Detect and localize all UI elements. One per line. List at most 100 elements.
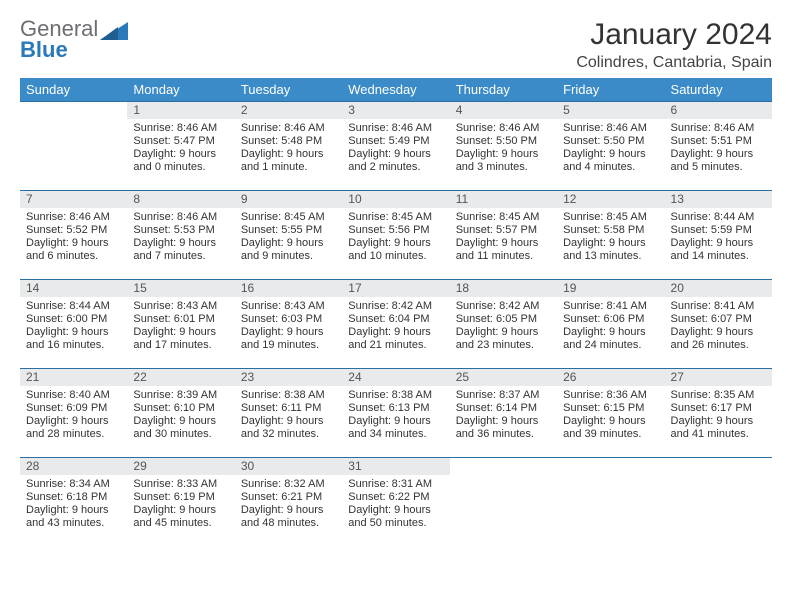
- day-number: 5: [557, 102, 664, 119]
- calendar-cell: 20Sunrise: 8:41 AM Sunset: 6:07 PM Dayli…: [665, 280, 772, 369]
- day-number: 27: [665, 369, 772, 386]
- day-body: Sunrise: 8:43 AM Sunset: 6:01 PM Dayligh…: [127, 297, 234, 356]
- day-number: 15: [127, 280, 234, 297]
- day-body: Sunrise: 8:42 AM Sunset: 6:05 PM Dayligh…: [450, 297, 557, 356]
- calendar-cell: 22Sunrise: 8:39 AM Sunset: 6:10 PM Dayli…: [127, 369, 234, 458]
- day-number: 6: [665, 102, 772, 119]
- day-body: Sunrise: 8:46 AM Sunset: 5:51 PM Dayligh…: [665, 119, 772, 178]
- day-header: Monday: [127, 78, 234, 102]
- day-body: Sunrise: 8:32 AM Sunset: 6:21 PM Dayligh…: [235, 475, 342, 534]
- day-body: Sunrise: 8:46 AM Sunset: 5:48 PM Dayligh…: [235, 119, 342, 178]
- day-number: 16: [235, 280, 342, 297]
- day-body: Sunrise: 8:46 AM Sunset: 5:53 PM Dayligh…: [127, 208, 234, 267]
- calendar-cell: 9Sunrise: 8:45 AM Sunset: 5:55 PM Daylig…: [235, 191, 342, 280]
- calendar-cell: 31Sunrise: 8:31 AM Sunset: 6:22 PM Dayli…: [342, 458, 449, 547]
- day-number: 2: [235, 102, 342, 119]
- day-body: Sunrise: 8:41 AM Sunset: 6:06 PM Dayligh…: [557, 297, 664, 356]
- day-body: Sunrise: 8:46 AM Sunset: 5:50 PM Dayligh…: [557, 119, 664, 178]
- day-body: Sunrise: 8:45 AM Sunset: 5:57 PM Dayligh…: [450, 208, 557, 267]
- day-number: 18: [450, 280, 557, 297]
- day-number: 23: [235, 369, 342, 386]
- day-body: Sunrise: 8:38 AM Sunset: 6:13 PM Dayligh…: [342, 386, 449, 445]
- day-number: 26: [557, 369, 664, 386]
- day-number: 3: [342, 102, 449, 119]
- calendar-body: 1Sunrise: 8:46 AM Sunset: 5:47 PM Daylig…: [20, 102, 772, 547]
- day-body: Sunrise: 8:35 AM Sunset: 6:17 PM Dayligh…: [665, 386, 772, 445]
- day-body: Sunrise: 8:37 AM Sunset: 6:14 PM Dayligh…: [450, 386, 557, 445]
- calendar-cell: 24Sunrise: 8:38 AM Sunset: 6:13 PM Dayli…: [342, 369, 449, 458]
- day-number: 22: [127, 369, 234, 386]
- calendar-cell: 18Sunrise: 8:42 AM Sunset: 6:05 PM Dayli…: [450, 280, 557, 369]
- logo-text-blue: Blue: [20, 39, 98, 61]
- day-body: Sunrise: 8:42 AM Sunset: 6:04 PM Dayligh…: [342, 297, 449, 356]
- calendar-cell: [450, 458, 557, 547]
- day-body: Sunrise: 8:33 AM Sunset: 6:19 PM Dayligh…: [127, 475, 234, 534]
- calendar-cell: 28Sunrise: 8:34 AM Sunset: 6:18 PM Dayli…: [20, 458, 127, 547]
- day-body: Sunrise: 8:43 AM Sunset: 6:03 PM Dayligh…: [235, 297, 342, 356]
- day-body: Sunrise: 8:45 AM Sunset: 5:58 PM Dayligh…: [557, 208, 664, 267]
- day-number: 21: [20, 369, 127, 386]
- day-body: Sunrise: 8:46 AM Sunset: 5:47 PM Dayligh…: [127, 119, 234, 178]
- day-header: Thursday: [450, 78, 557, 102]
- calendar-cell: 2Sunrise: 8:46 AM Sunset: 5:48 PM Daylig…: [235, 102, 342, 191]
- day-number: 8: [127, 191, 234, 208]
- logo: General Blue: [20, 18, 128, 61]
- day-header: Sunday: [20, 78, 127, 102]
- calendar-cell: 16Sunrise: 8:43 AM Sunset: 6:03 PM Dayli…: [235, 280, 342, 369]
- calendar-cell: 19Sunrise: 8:41 AM Sunset: 6:06 PM Dayli…: [557, 280, 664, 369]
- day-number: 7: [20, 191, 127, 208]
- calendar-cell: 29Sunrise: 8:33 AM Sunset: 6:19 PM Dayli…: [127, 458, 234, 547]
- day-header: Saturday: [665, 78, 772, 102]
- calendar-cell: 15Sunrise: 8:43 AM Sunset: 6:01 PM Dayli…: [127, 280, 234, 369]
- calendar-cell: 7Sunrise: 8:46 AM Sunset: 5:52 PM Daylig…: [20, 191, 127, 280]
- day-number: 20: [665, 280, 772, 297]
- day-body: Sunrise: 8:31 AM Sunset: 6:22 PM Dayligh…: [342, 475, 449, 534]
- day-body: Sunrise: 8:46 AM Sunset: 5:52 PM Dayligh…: [20, 208, 127, 267]
- day-body: [665, 475, 772, 482]
- page: General Blue January 2024 Colindres, Can…: [0, 0, 792, 612]
- day-header: Tuesday: [235, 78, 342, 102]
- calendar-week-row: 7Sunrise: 8:46 AM Sunset: 5:52 PM Daylig…: [20, 191, 772, 280]
- day-body: Sunrise: 8:39 AM Sunset: 6:10 PM Dayligh…: [127, 386, 234, 445]
- day-body: [450, 475, 557, 482]
- day-body: [557, 475, 664, 482]
- day-number: [20, 102, 127, 119]
- calendar-cell: 21Sunrise: 8:40 AM Sunset: 6:09 PM Dayli…: [20, 369, 127, 458]
- day-body: Sunrise: 8:34 AM Sunset: 6:18 PM Dayligh…: [20, 475, 127, 534]
- day-number: 12: [557, 191, 664, 208]
- calendar-week-row: 14Sunrise: 8:44 AM Sunset: 6:00 PM Dayli…: [20, 280, 772, 369]
- calendar-cell: [665, 458, 772, 547]
- calendar-cell: 14Sunrise: 8:44 AM Sunset: 6:00 PM Dayli…: [20, 280, 127, 369]
- day-number: 9: [235, 191, 342, 208]
- day-number: 10: [342, 191, 449, 208]
- day-number: 13: [665, 191, 772, 208]
- day-body: Sunrise: 8:44 AM Sunset: 5:59 PM Dayligh…: [665, 208, 772, 267]
- day-number: 11: [450, 191, 557, 208]
- day-header: Friday: [557, 78, 664, 102]
- day-body: Sunrise: 8:36 AM Sunset: 6:15 PM Dayligh…: [557, 386, 664, 445]
- day-body: Sunrise: 8:40 AM Sunset: 6:09 PM Dayligh…: [20, 386, 127, 445]
- calendar-cell: 3Sunrise: 8:46 AM Sunset: 5:49 PM Daylig…: [342, 102, 449, 191]
- calendar-week-row: 21Sunrise: 8:40 AM Sunset: 6:09 PM Dayli…: [20, 369, 772, 458]
- logo-triangle-icon: [100, 20, 128, 40]
- calendar-cell: 25Sunrise: 8:37 AM Sunset: 6:14 PM Dayli…: [450, 369, 557, 458]
- calendar-cell: 5Sunrise: 8:46 AM Sunset: 5:50 PM Daylig…: [557, 102, 664, 191]
- calendar-cell: 6Sunrise: 8:46 AM Sunset: 5:51 PM Daylig…: [665, 102, 772, 191]
- calendar-cell: 4Sunrise: 8:46 AM Sunset: 5:50 PM Daylig…: [450, 102, 557, 191]
- day-body: Sunrise: 8:45 AM Sunset: 5:56 PM Dayligh…: [342, 208, 449, 267]
- calendar-cell: 11Sunrise: 8:45 AM Sunset: 5:57 PM Dayli…: [450, 191, 557, 280]
- calendar-table: Sunday Monday Tuesday Wednesday Thursday…: [20, 78, 772, 546]
- calendar-cell: [557, 458, 664, 547]
- calendar-week-row: 1Sunrise: 8:46 AM Sunset: 5:47 PM Daylig…: [20, 102, 772, 191]
- calendar-cell: 1Sunrise: 8:46 AM Sunset: 5:47 PM Daylig…: [127, 102, 234, 191]
- day-body: Sunrise: 8:44 AM Sunset: 6:00 PM Dayligh…: [20, 297, 127, 356]
- day-number: 24: [342, 369, 449, 386]
- day-body: Sunrise: 8:46 AM Sunset: 5:50 PM Dayligh…: [450, 119, 557, 178]
- day-number: 28: [20, 458, 127, 475]
- header: General Blue January 2024 Colindres, Can…: [20, 18, 772, 72]
- day-number: 4: [450, 102, 557, 119]
- day-header-row: Sunday Monday Tuesday Wednesday Thursday…: [20, 78, 772, 102]
- location: Colindres, Cantabria, Spain: [576, 54, 772, 72]
- calendar-cell: 13Sunrise: 8:44 AM Sunset: 5:59 PM Dayli…: [665, 191, 772, 280]
- day-body: Sunrise: 8:46 AM Sunset: 5:49 PM Dayligh…: [342, 119, 449, 178]
